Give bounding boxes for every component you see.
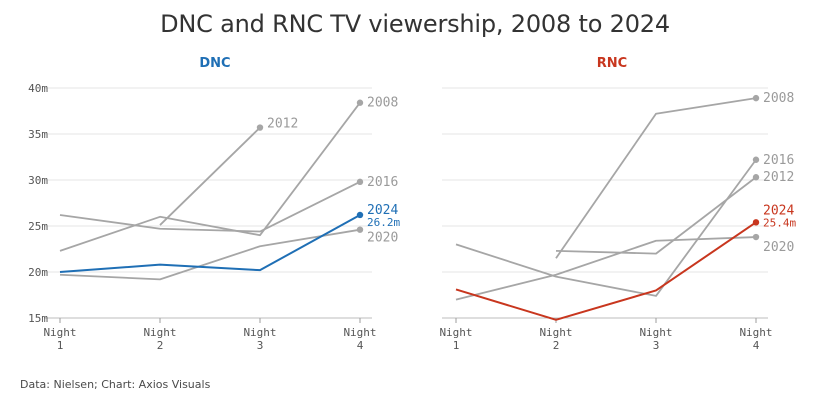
dnc-value-label-2024: 26.2m [367,216,400,229]
rnc-xtick-label: 1 [453,339,460,352]
dnc-panel-title: DNC [199,56,230,71]
dnc-ytick-label: 20m [28,266,48,279]
dnc-xtick-label: 4 [357,339,364,352]
dnc-series-line-2012 [159,126,261,226]
rnc-xtick-label: 3 [653,339,660,352]
rnc-end-point-2020 [752,233,760,241]
dnc-ytick-label: 35m [28,128,48,141]
rnc-xtick-label: Night [739,326,772,339]
dnc-series-line-2016 [59,181,361,233]
rnc-xtick-label: Night [539,326,572,339]
dnc-series-label-2008: 2008 [367,96,398,111]
rnc-end-point-2012 [752,174,760,181]
dnc-series-label-2024: 2024 [367,203,398,218]
rnc-end-point-2008 [752,94,760,102]
dnc-xtick-label: Night [43,326,76,339]
rnc-panel-title: RNC [597,56,627,71]
dnc-end-point-2012 [256,124,264,131]
dnc-ytick-label: 25m [28,220,48,233]
rnc-series-label-2020: 2020 [763,240,794,255]
dnc-series-label-2012: 2012 [267,117,298,132]
rnc-series-label-2008: 2008 [763,91,794,106]
dnc-end-point-2016 [356,178,364,186]
dnc-series-line-2020 [59,228,361,281]
chart-title: DNC and RNC TV viewership, 2008 to 2024 [160,10,670,38]
rnc-xtick-label: Night [639,326,672,339]
rnc-xtick-label: 4 [753,339,760,352]
dnc-end-point-2024 [356,211,364,219]
dnc-ytick-label: 30m [28,174,48,187]
rnc-series-label-2012: 2012 [763,170,794,185]
dnc-xtick-label: 3 [257,339,264,352]
dnc-ytick-label: 40m [28,82,48,95]
rnc-value-label-2024: 25.4m [763,216,796,229]
dnc-ytick-label: 15m [28,312,48,325]
dnc-series-line-2008 [59,102,361,252]
dnc-xtick-label: Night [243,326,276,339]
rnc-series-label-2024: 2024 [763,203,794,218]
dnc-series-label-2020: 2020 [367,231,398,246]
dnc-xtick-label: Night [343,326,376,339]
rnc-end-point-2024 [752,219,760,226]
rnc-end-point-2016 [752,156,760,163]
dnc-series-label-2016: 2016 [367,175,398,190]
rnc-series-label-2016: 2016 [763,153,794,168]
rnc-series-line-2008 [555,97,757,259]
dnc-xtick-label: 2 [157,339,164,352]
rnc-xtick-label: 2 [553,339,560,352]
rnc-series-line-2024 [455,221,757,321]
rnc-series-line-2012 [555,176,757,255]
rnc-xtick-label: Night [439,326,472,339]
dnc-end-point-2008 [356,99,364,106]
rnc-series-line-2016 [455,159,757,297]
dnc-series-line-2024 [59,214,361,273]
dnc-xtick-label: 1 [57,339,64,352]
dnc-xtick-label: Night [143,326,176,339]
rnc-series-line-2020 [455,236,757,301]
source-note: Data: Nielsen; Chart: Axios Visuals [20,378,211,391]
dnc-end-point-2020 [356,226,364,233]
